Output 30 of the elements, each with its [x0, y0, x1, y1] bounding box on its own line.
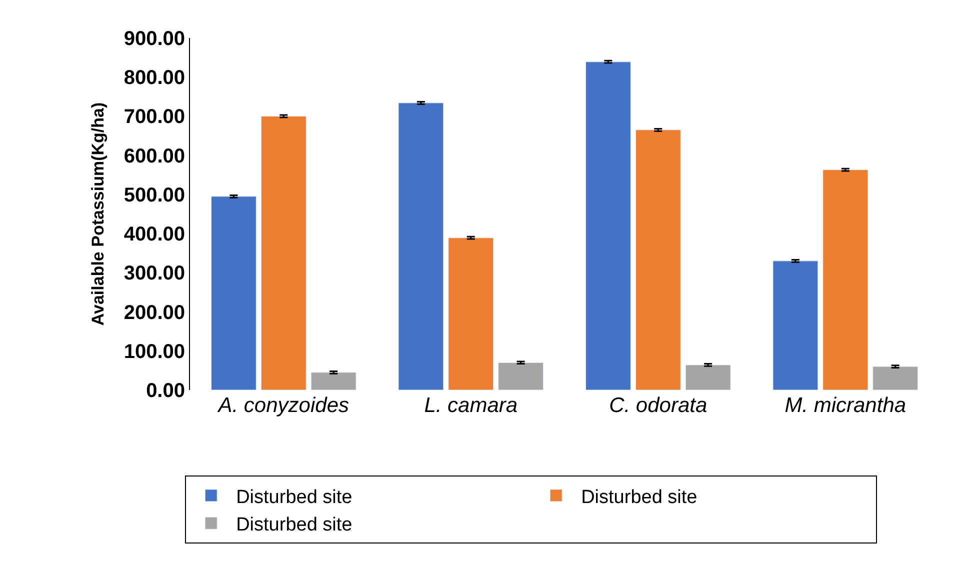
bar [310, 372, 356, 390]
bar [822, 170, 868, 390]
bar [872, 366, 918, 390]
y-tick-label: 700.00 [124, 106, 185, 128]
y-tick-label: 200.00 [124, 302, 185, 324]
y-tick-label: 300.00 [124, 262, 185, 285]
bar [772, 260, 818, 390]
y-tick-label: 600.00 [124, 145, 185, 168]
y-tick-label: 0.00 [146, 380, 185, 402]
x-tick-label: L. camara [424, 394, 518, 417]
y-tick-label: 100.00 [124, 340, 185, 363]
y-axis-title: Available Potassium(Kg/ha) [88, 102, 108, 326]
bar [685, 364, 731, 390]
y-tick-label: 900.00 [124, 28, 185, 50]
legend-label: Disturbed site [236, 486, 352, 508]
bar [448, 238, 494, 390]
y-tick-label: 800.00 [124, 67, 185, 90]
y-tick-label: 400.00 [124, 224, 185, 246]
y-tick-label: 500.00 [124, 184, 185, 206]
x-tick-label: M. micrantha [784, 394, 906, 417]
x-tick-label: A. conyzoides [216, 394, 350, 417]
x-tick-label: C. odorata [609, 394, 708, 417]
bar [210, 196, 256, 390]
bar [635, 130, 681, 390]
bar [585, 62, 631, 390]
bar [398, 102, 444, 390]
bar [260, 116, 306, 390]
legend-label: Disturbed site [236, 514, 352, 536]
bar [498, 362, 544, 390]
legend-label: Disturbed site [581, 486, 698, 508]
